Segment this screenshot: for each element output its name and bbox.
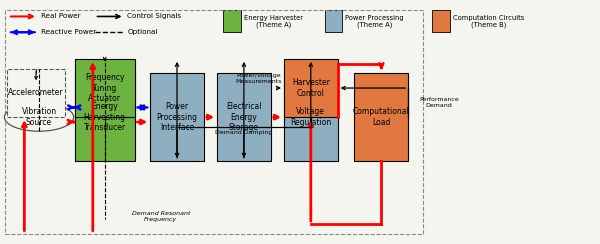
FancyBboxPatch shape xyxy=(284,73,338,161)
FancyBboxPatch shape xyxy=(325,10,343,32)
FancyBboxPatch shape xyxy=(75,73,134,161)
Text: Power Processing
(Theme A): Power Processing (Theme A) xyxy=(346,15,404,28)
Text: Real Power: Real Power xyxy=(41,13,80,20)
Text: Computational
Load: Computational Load xyxy=(353,107,410,127)
Circle shape xyxy=(4,103,74,131)
Text: Harvester
Control: Harvester Control xyxy=(292,78,330,98)
Text: Frequency
Tuning
Actuator: Frequency Tuning Actuator xyxy=(85,73,124,103)
FancyBboxPatch shape xyxy=(284,59,338,117)
Text: Control Signals: Control Signals xyxy=(127,13,182,20)
Text: Vibration
Source: Vibration Source xyxy=(22,107,56,127)
FancyBboxPatch shape xyxy=(75,59,134,117)
Text: Energy
Harvesting
Transducer: Energy Harvesting Transducer xyxy=(83,102,126,132)
FancyBboxPatch shape xyxy=(217,73,271,161)
Text: Optional: Optional xyxy=(127,29,158,35)
Text: Electrical
Energy
Storage: Electrical Energy Storage xyxy=(226,102,262,132)
FancyBboxPatch shape xyxy=(223,10,241,32)
FancyBboxPatch shape xyxy=(355,73,408,161)
Text: Performance
Demand: Performance Demand xyxy=(419,97,458,108)
Text: Energy Harvester
(Theme A): Energy Harvester (Theme A) xyxy=(244,15,303,28)
FancyBboxPatch shape xyxy=(150,73,204,161)
Text: Computation Circuits
(Theme B): Computation Circuits (Theme B) xyxy=(453,15,524,28)
Text: Power/Voltage
Measurements: Power/Voltage Measurements xyxy=(236,73,282,84)
Text: Demand Damping: Demand Damping xyxy=(215,130,272,135)
Text: Power
Processing
Interface: Power Processing Interface xyxy=(157,102,197,132)
FancyBboxPatch shape xyxy=(432,10,450,32)
FancyBboxPatch shape xyxy=(7,69,65,117)
Text: Voltage
Regulation: Voltage Regulation xyxy=(290,107,331,127)
Text: Demand Resonant
Frequency: Demand Resonant Frequency xyxy=(131,211,190,222)
Text: Accelerometer: Accelerometer xyxy=(8,88,64,97)
Text: Reactive Power: Reactive Power xyxy=(41,29,96,35)
